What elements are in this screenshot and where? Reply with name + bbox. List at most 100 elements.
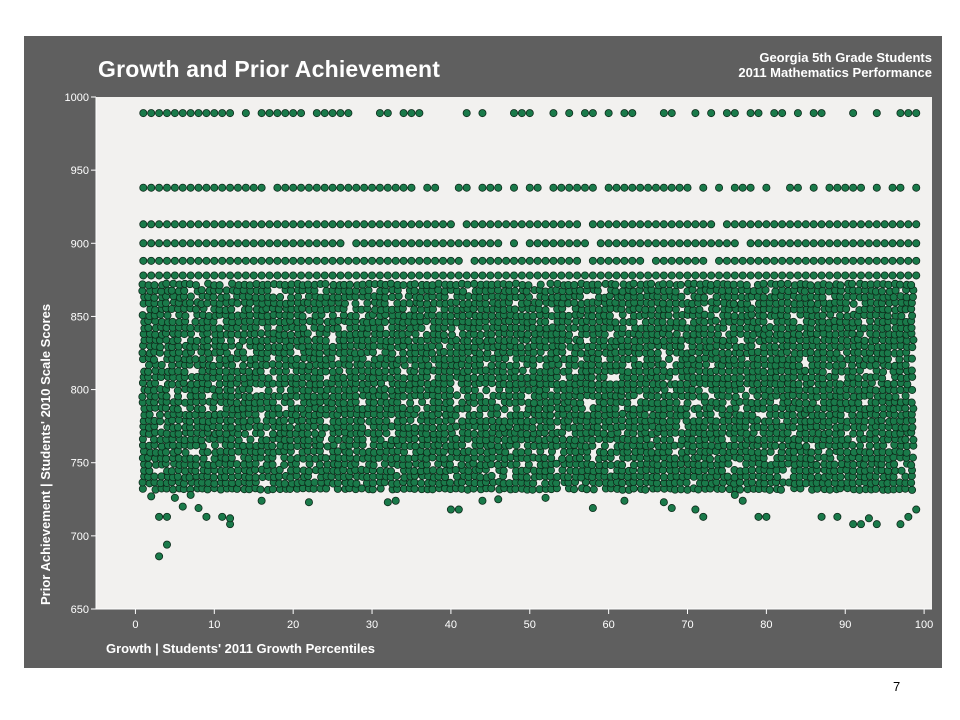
data-point <box>241 183 250 192</box>
data-point <box>671 454 680 463</box>
points-layer <box>138 109 921 561</box>
data-point <box>848 279 857 288</box>
data-point <box>841 256 850 265</box>
data-point <box>147 239 156 248</box>
data-point <box>912 505 921 514</box>
data-point <box>888 256 897 265</box>
data-point <box>289 256 298 265</box>
data-point <box>565 271 574 280</box>
data-point <box>470 271 479 280</box>
data-point <box>517 448 526 457</box>
data-point <box>635 404 644 413</box>
data-point <box>316 416 325 425</box>
data-point <box>688 435 697 444</box>
data-point <box>274 404 283 413</box>
data-point <box>573 256 582 265</box>
data-point <box>691 505 700 514</box>
data-point <box>463 454 472 463</box>
data-point <box>185 473 194 482</box>
data-point <box>793 271 802 280</box>
data-point <box>265 271 274 280</box>
data-point <box>909 435 918 444</box>
data-point <box>186 109 195 118</box>
data-point <box>203 380 212 389</box>
data-point <box>197 436 206 445</box>
data-point <box>155 239 164 248</box>
data-point <box>707 239 716 248</box>
data-point <box>587 380 596 389</box>
data-point <box>423 220 432 229</box>
y-tick-label: 750 <box>71 458 89 470</box>
data-point <box>299 324 308 333</box>
data-point <box>552 459 561 468</box>
data-point <box>647 324 656 333</box>
data-point <box>843 448 852 457</box>
data-point <box>476 330 485 339</box>
data-point <box>880 220 889 229</box>
data-point <box>793 256 802 265</box>
y-tick-label: 1000 <box>65 92 89 104</box>
data-point <box>264 386 273 395</box>
data-point <box>328 311 337 320</box>
data-point <box>320 271 329 280</box>
data-point <box>742 429 751 438</box>
data-point <box>742 281 751 290</box>
data-point <box>494 220 503 229</box>
data-point <box>257 109 266 118</box>
data-point <box>351 373 360 382</box>
data-point <box>398 404 407 413</box>
data-point <box>683 239 692 248</box>
data-point <box>369 342 378 351</box>
data-point <box>573 183 582 192</box>
data-point <box>375 271 384 280</box>
data-point <box>273 256 282 265</box>
data-point <box>428 423 437 432</box>
data-point <box>888 220 897 229</box>
data-point <box>588 271 597 280</box>
data-point <box>305 361 314 370</box>
data-point <box>759 367 768 376</box>
data-point <box>375 183 384 192</box>
y-tick-label: 800 <box>71 385 89 397</box>
data-point <box>896 520 905 529</box>
data-point <box>825 410 834 419</box>
data-point <box>434 417 443 426</box>
data-point <box>186 292 195 301</box>
data-point <box>391 239 400 248</box>
data-point <box>671 287 680 296</box>
data-point <box>659 380 668 389</box>
data-point <box>265 109 274 118</box>
data-point <box>759 398 768 407</box>
data-point <box>896 386 905 395</box>
data-point <box>387 386 396 395</box>
data-point <box>535 324 544 333</box>
data-point <box>730 220 739 229</box>
data-point <box>730 336 739 345</box>
data-point <box>155 109 164 118</box>
data-point <box>226 183 235 192</box>
data-point <box>747 448 756 457</box>
data-point <box>912 239 921 248</box>
data-point <box>549 239 558 248</box>
data-point <box>180 367 189 376</box>
data-point <box>594 380 603 389</box>
data-point <box>773 473 782 482</box>
data-point <box>807 448 816 457</box>
data-point <box>227 448 236 457</box>
data-point <box>522 473 531 482</box>
data-point <box>446 454 455 463</box>
data-point <box>860 380 869 389</box>
data-point <box>312 256 321 265</box>
data-point <box>896 109 905 118</box>
data-point <box>407 183 416 192</box>
data-point <box>202 109 211 118</box>
data-point <box>505 280 514 289</box>
data-point <box>147 109 156 118</box>
data-point <box>393 366 402 375</box>
data-point <box>391 183 400 192</box>
data-point <box>517 293 526 302</box>
data-point <box>718 484 727 493</box>
data-point <box>297 183 306 192</box>
data-point <box>573 239 582 248</box>
data-point <box>730 256 739 265</box>
